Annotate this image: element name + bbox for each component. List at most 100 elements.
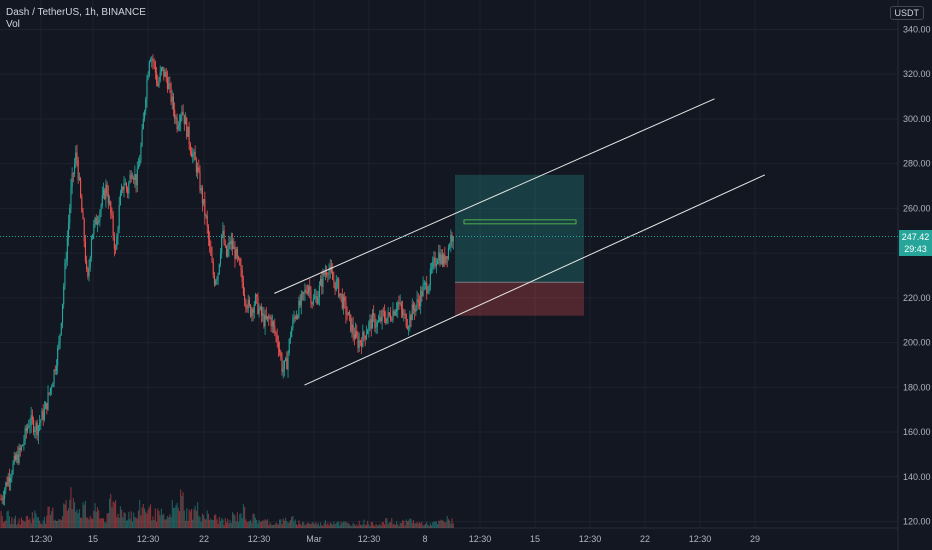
volume-bar — [238, 521, 240, 528]
volume-bar — [218, 516, 220, 528]
candle-body — [53, 369, 55, 384]
volume-bar — [29, 518, 31, 528]
x-tick-label: 12:30 — [469, 534, 492, 544]
volume-bar — [6, 511, 8, 528]
volume-bar — [327, 522, 329, 528]
candle-body — [309, 286, 311, 290]
volume-bar — [28, 520, 30, 528]
volume-bar — [203, 515, 205, 528]
volume-bar — [41, 524, 43, 528]
volume-bar — [332, 524, 334, 528]
candle-body — [200, 187, 202, 191]
symbol-title[interactable]: Dash / TetherUS, 1h, BINANCE — [6, 7, 146, 18]
candle-body — [158, 80, 160, 87]
volume-bar — [19, 524, 21, 528]
x-tick-label: 29 — [750, 534, 760, 544]
volume-bar — [389, 522, 392, 528]
volume-bar — [368, 524, 370, 528]
last-price-tag: 247.42 29:43 — [899, 230, 932, 256]
volume-bar — [361, 525, 363, 528]
volume-bar — [441, 520, 443, 528]
candle-body — [52, 383, 54, 388]
candle-body — [371, 313, 373, 329]
volume-bar — [204, 518, 206, 528]
volume-bar — [84, 500, 86, 528]
volume-bar — [257, 523, 259, 528]
volume-bar — [388, 522, 390, 528]
candle-body — [7, 477, 9, 486]
volume-bar — [147, 509, 149, 528]
volume-bar — [281, 524, 283, 528]
volume-bar — [105, 522, 107, 528]
candle-body — [285, 358, 287, 361]
volume-bar — [339, 525, 341, 528]
volume-bar — [200, 521, 202, 528]
candle-body — [230, 240, 232, 245]
candle-body — [314, 297, 316, 299]
volume-bar — [433, 521, 435, 528]
candle-body — [441, 254, 443, 265]
volume-bar — [347, 522, 349, 528]
volume-bar — [266, 519, 269, 528]
candle-body — [234, 246, 236, 260]
volume-bar — [311, 522, 313, 528]
candle-body — [361, 342, 363, 347]
volume-bar — [52, 507, 54, 528]
volume-bar — [164, 519, 166, 528]
candle-body — [1, 499, 3, 501]
candle-body — [4, 489, 6, 499]
candle-body — [324, 272, 326, 275]
candle-body — [286, 358, 288, 370]
y-tick-label: 200.00 — [903, 338, 931, 348]
candle-body — [322, 271, 324, 287]
candle-body — [123, 184, 125, 191]
candle-body — [236, 249, 238, 257]
volume-bar — [58, 519, 60, 528]
volume-bar — [394, 524, 396, 528]
volume-bar — [61, 516, 64, 528]
candle-body — [19, 447, 21, 450]
candle-body — [90, 239, 92, 258]
candle-body — [385, 318, 387, 323]
currency-badge[interactable]: USDT — [889, 6, 924, 20]
candle-body — [35, 422, 37, 431]
candle-body — [40, 420, 42, 423]
volume-bar — [100, 518, 102, 528]
candle-body — [207, 226, 209, 239]
candle-body — [119, 193, 121, 205]
candle-body — [317, 297, 319, 304]
volume-bar — [306, 522, 308, 528]
y-tick-label: 220.00 — [903, 293, 931, 303]
volume-bar — [299, 523, 301, 528]
volume-bar — [183, 510, 185, 528]
candle-body — [213, 275, 216, 285]
candle-body — [252, 309, 254, 313]
candle-body — [355, 331, 357, 339]
volume-bar — [205, 519, 207, 528]
volume-bar — [443, 521, 445, 528]
volume-bar — [130, 511, 132, 528]
candle-body — [380, 317, 382, 322]
candle-body — [295, 315, 298, 319]
volume-bar — [60, 520, 62, 528]
volume-label[interactable]: Vol — [6, 19, 20, 30]
candle-body — [383, 311, 386, 319]
candle-body — [70, 186, 72, 209]
volume-bar — [134, 516, 136, 528]
grid-lines — [0, 0, 898, 528]
candle-body — [154, 62, 156, 73]
volume-bar — [286, 521, 288, 528]
volume-bar — [216, 519, 218, 528]
volume-bar — [301, 521, 304, 528]
candle-body — [94, 217, 96, 224]
candle-body — [205, 215, 207, 217]
volume-bar — [351, 525, 353, 528]
candle-body — [232, 240, 234, 249]
candle-body — [233, 246, 235, 249]
candle-body — [25, 428, 27, 432]
candle-body — [262, 313, 264, 316]
candle-body — [281, 356, 283, 372]
volume-bar — [275, 522, 277, 528]
